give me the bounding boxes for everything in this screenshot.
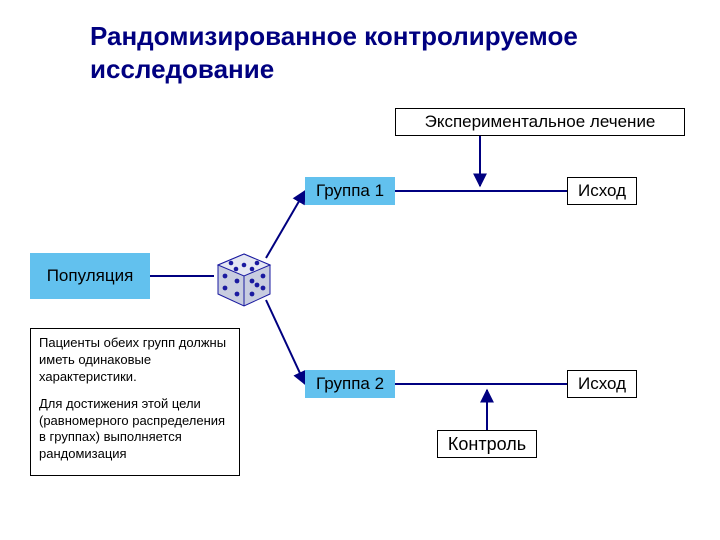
node-population: Популяция xyxy=(30,253,150,299)
dice-icon xyxy=(214,250,274,310)
page-title: Рандомизированное контролируемое исследо… xyxy=(90,20,720,85)
note-box: Пациенты обеих групп должны иметь одинак… xyxy=(30,328,240,476)
node-control: Контроль xyxy=(437,430,537,458)
node-treatment: Экспериментальное лечение xyxy=(395,108,685,136)
note-text-1: Пациенты обеих групп должны иметь одинак… xyxy=(39,335,231,386)
node-outcome2: Исход xyxy=(567,370,637,398)
node-group2: Группа 2 xyxy=(305,370,395,398)
node-outcome1: Исход xyxy=(567,177,637,205)
node-group1: Группа 1 xyxy=(305,177,395,205)
note-text-2: Для достижения этой цели (равномерного р… xyxy=(39,396,231,464)
diagram-stage: Рандомизированное контролируемое исследо… xyxy=(0,0,720,540)
